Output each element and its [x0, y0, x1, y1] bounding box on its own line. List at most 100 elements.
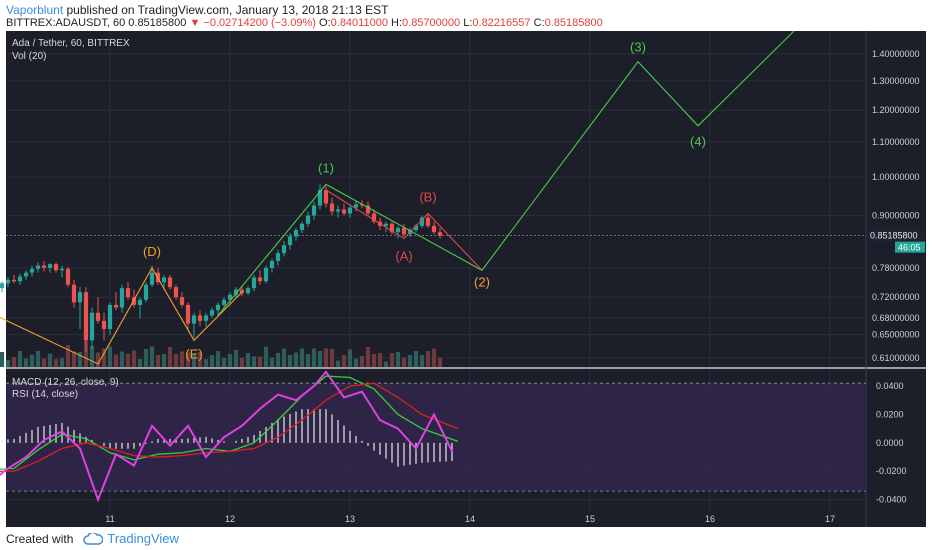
volume-bar — [83, 341, 89, 367]
volume-bar — [263, 346, 269, 367]
y-tick-label: 0.90000000 — [872, 211, 920, 221]
wave-label: (2) — [474, 274, 490, 289]
candle-body — [365, 205, 371, 214]
time-axis[interactable] — [6, 511, 926, 527]
candle-body — [413, 225, 419, 231]
volume-bar — [95, 352, 101, 367]
price-pane[interactable] — [6, 31, 866, 367]
y-tick-label: 1.20000000 — [872, 105, 920, 115]
series-rsi — [0, 370, 453, 503]
x-tick-label: 16 — [705, 514, 715, 524]
tradingview-logo[interactable]: TradingView — [83, 531, 179, 546]
volume-bar — [317, 351, 323, 367]
high-label: H: — [391, 17, 403, 29]
candles — [0, 184, 443, 352]
volume-bar — [323, 348, 329, 367]
x-tick-label: 12 — [225, 514, 235, 524]
candle-body — [395, 227, 401, 233]
candle-body — [221, 299, 227, 305]
candle-body — [167, 277, 173, 288]
volume-bar — [155, 355, 161, 367]
candle-body — [131, 297, 137, 305]
volume-bar — [287, 355, 293, 367]
candle-body — [275, 253, 281, 261]
low-label: L: — [463, 17, 473, 29]
volume-bar — [59, 358, 65, 367]
indicator-tick-label: 0.0000 — [876, 438, 904, 448]
candle-body — [359, 204, 365, 206]
volume-bar — [389, 353, 395, 367]
x-tick-label: 11 — [105, 514, 114, 524]
wave-label: (A) — [395, 249, 412, 264]
open-label: O: — [319, 17, 331, 29]
candle-body — [113, 304, 119, 308]
wave-label: (E) — [185, 346, 202, 361]
volume-bar — [101, 348, 107, 367]
volume-bar — [173, 354, 179, 367]
bar-countdown: 46:05 — [898, 243, 921, 253]
candle-body — [209, 310, 215, 316]
volume-bar — [275, 352, 281, 367]
x-tick-label: 17 — [825, 514, 835, 524]
volume-bar — [53, 359, 59, 367]
created-with-text: Created with — [6, 531, 74, 546]
candle-body — [23, 272, 29, 277]
volume-bar — [305, 354, 311, 367]
volume-bar — [341, 355, 347, 367]
candle-body — [161, 277, 167, 283]
volume-bar — [239, 357, 245, 367]
last-price: 0.85185800 — [128, 17, 187, 29]
candle-body — [185, 304, 191, 324]
pane-title: Ada / Tether, 60, BITTREX — [12, 38, 130, 49]
author-link[interactable]: Vaporblunt — [6, 3, 64, 17]
volume-bar — [125, 353, 131, 367]
candle-body — [5, 279, 11, 284]
wave-red-abc — [325, 189, 483, 271]
volume-bar — [17, 351, 23, 367]
candle-body — [191, 315, 197, 324]
y-tick-label: 1.30000000 — [872, 76, 920, 86]
footer: Created with TradingView — [6, 531, 179, 546]
candle-body — [293, 230, 299, 237]
candle-body — [419, 217, 425, 226]
candle-body — [371, 213, 377, 222]
candle-body — [107, 304, 113, 330]
y-tick-label: 1.00000000 — [872, 172, 920, 182]
candle-body — [83, 292, 89, 341]
volume-bar — [335, 360, 341, 367]
y-tick-label: 1.40000000 — [872, 49, 920, 59]
candle-body — [47, 264, 53, 268]
volume-bar — [293, 352, 299, 367]
candle-body — [11, 279, 17, 282]
volume-bar — [215, 351, 221, 367]
y-tick-label: 0.78000000 — [872, 263, 920, 273]
volume-bar — [29, 354, 35, 367]
y-tick-label: 0.72000000 — [872, 292, 920, 302]
indicator-tick-label: 0.0200 — [876, 409, 904, 419]
cloud-icon — [83, 532, 104, 545]
indicator-tick-label: -0.0400 — [876, 495, 907, 505]
volume-bar — [47, 353, 53, 367]
volume-bar — [65, 345, 71, 367]
volume-bar — [419, 355, 425, 367]
volume-bar — [365, 347, 371, 367]
candle-body — [311, 205, 317, 216]
indicator-axis[interactable] — [866, 369, 926, 511]
candle-body — [353, 204, 359, 208]
wave-label: (1) — [318, 160, 334, 175]
volume-bar — [227, 354, 233, 367]
volume-bar — [311, 348, 317, 367]
candle-body — [335, 209, 341, 212]
candle-body — [431, 225, 437, 233]
candle-body — [263, 267, 269, 282]
rsi-band — [6, 383, 866, 492]
volume-bar — [179, 351, 185, 367]
volume-bar — [353, 358, 359, 367]
x-tick-label: 14 — [465, 514, 475, 524]
volume-bar — [395, 352, 401, 367]
y-tick-label: 0.68000000 — [872, 313, 920, 323]
close-label: C: — [533, 17, 545, 29]
price-axis[interactable] — [866, 31, 926, 367]
candle-body — [65, 268, 71, 285]
